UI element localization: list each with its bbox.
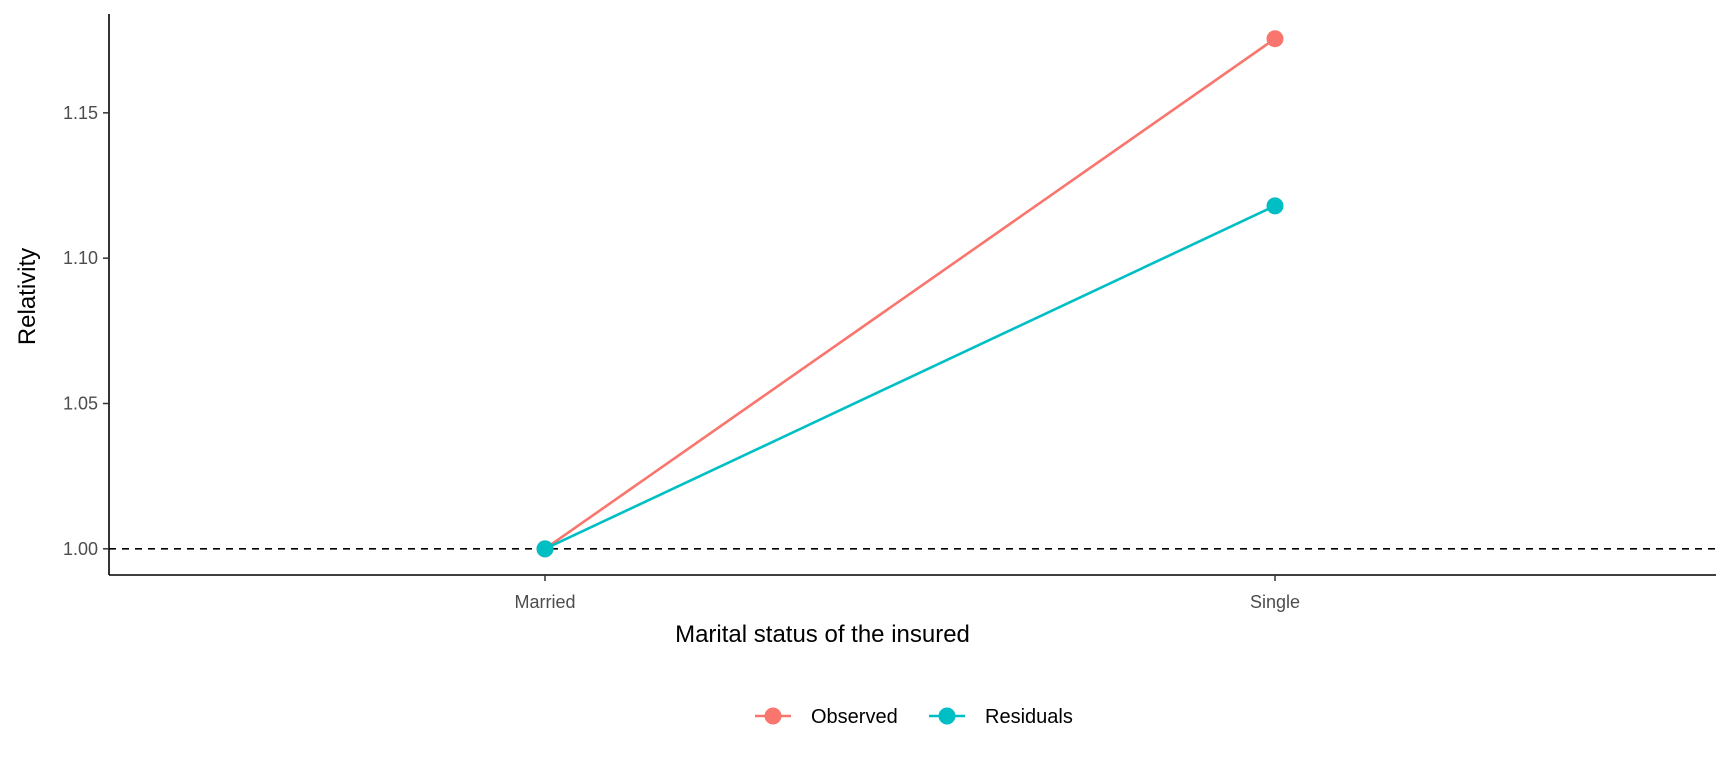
legend: Observed Residuals	[755, 706, 1073, 728]
y-tick-label: 1.10	[63, 248, 98, 268]
y-axis-title: Relativity	[14, 248, 41, 345]
axis-layer: 1.00 1.05 1.10 1.15 Married Single	[63, 14, 1716, 612]
data-point-residuals	[1266, 197, 1284, 215]
legend-item-residuals: Residuals	[929, 706, 1073, 728]
data-point-residuals	[536, 540, 554, 558]
y-tick-label: 1.00	[63, 539, 98, 559]
series-layer	[536, 30, 1284, 558]
legend-key-point	[764, 707, 782, 725]
series-line-residuals	[544, 204, 1276, 551]
y-tick-label: 1.15	[63, 103, 98, 123]
y-axis-ticks: 1.00 1.05 1.10 1.15	[63, 103, 109, 559]
legend-label: Observed	[811, 706, 898, 728]
data-point-observed	[1266, 30, 1284, 48]
legend-key-point	[938, 707, 956, 725]
x-axis-title: Marital status of the insured	[675, 621, 970, 648]
legend-label: Residuals	[985, 706, 1073, 728]
x-axis-ticks: Married Single	[514, 575, 1300, 612]
legend-item-observed: Observed	[755, 706, 898, 728]
x-tick-label: Single	[1250, 592, 1300, 612]
series-line-observed	[544, 37, 1276, 550]
y-tick-label: 1.05	[63, 394, 98, 414]
x-tick-label: Married	[514, 592, 575, 612]
